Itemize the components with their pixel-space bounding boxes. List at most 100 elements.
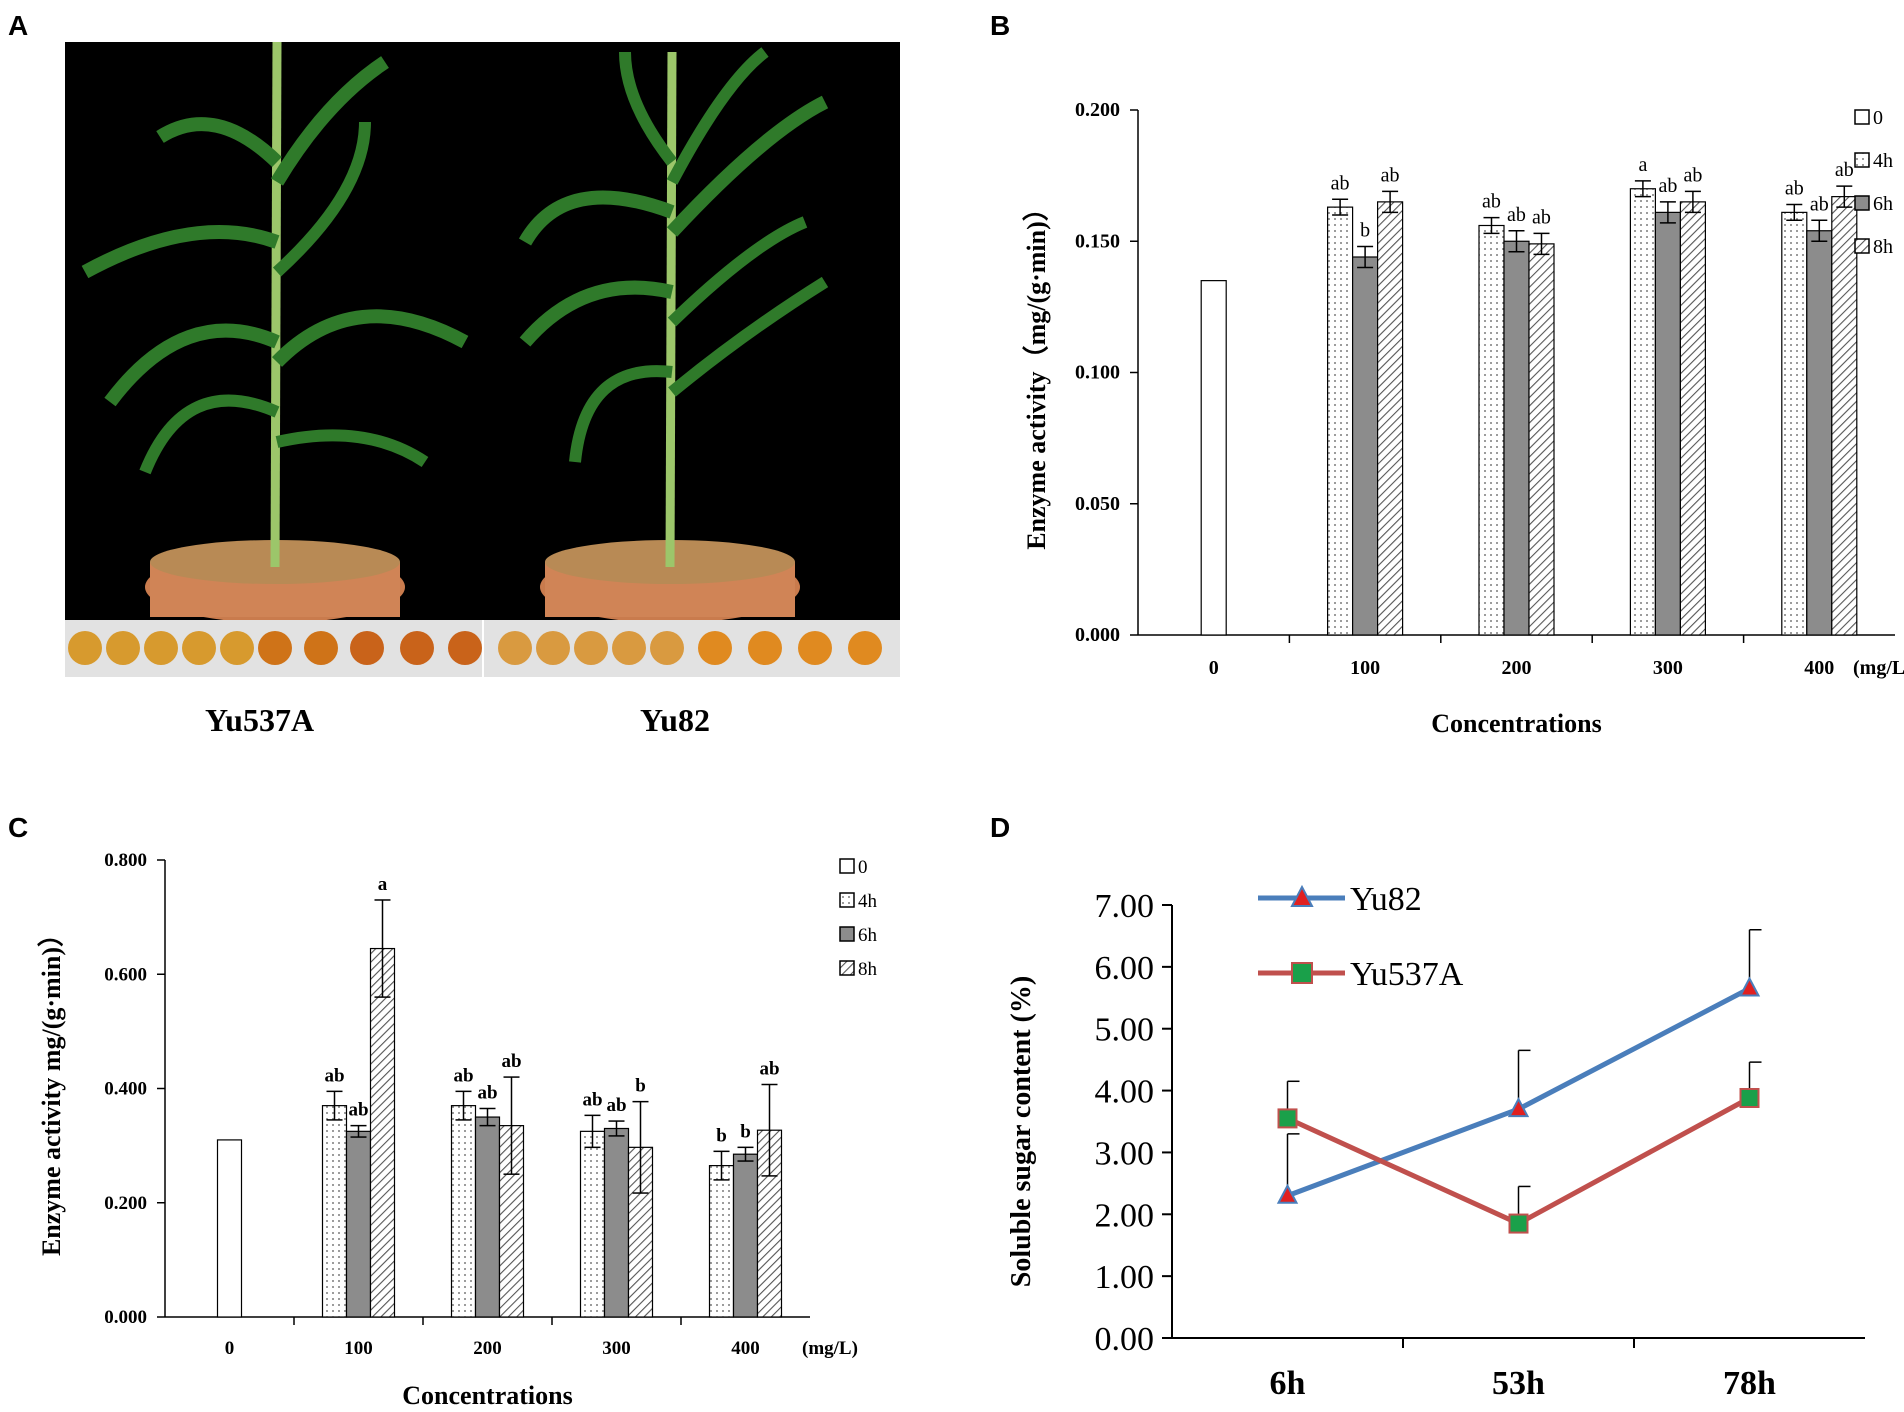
chart-b-bar bbox=[1806, 230, 1833, 636]
chart-b-legend-label: 6h bbox=[1873, 193, 1893, 215]
chart-b-significance-label: b bbox=[1360, 220, 1370, 242]
chart-b-y-tick-label: 0.050 bbox=[1075, 493, 1120, 515]
chart-c-legend-swatch bbox=[839, 926, 855, 942]
chart-d-legend-label: Yu537A bbox=[1350, 956, 1464, 993]
chart-d-x-tick-label: 6h bbox=[1270, 1365, 1306, 1402]
chart-c-legend-label: 4h bbox=[858, 891, 878, 912]
chart-c-bar bbox=[369, 947, 396, 1318]
chart-b-x-tick-label: 100 bbox=[1350, 657, 1380, 679]
chart-c-significance-label: ab bbox=[582, 1089, 602, 1110]
chart-b-legend-swatch bbox=[1854, 195, 1870, 211]
chart-c-x-axis-title: Concentrations bbox=[402, 1381, 572, 1410]
chart-d-legend-label: Yu82 bbox=[1350, 881, 1422, 918]
chart-c-x-tick-label: 100 bbox=[344, 1338, 373, 1359]
chart-b-legend-label: 0 bbox=[1873, 107, 1883, 129]
chart-c-bar bbox=[603, 1127, 630, 1318]
chart-d-x-tick-label: 78h bbox=[1723, 1365, 1776, 1402]
chart-b-legend-swatch bbox=[1854, 152, 1870, 168]
chart-b-unit-label: (mg/L) bbox=[1853, 657, 1904, 679]
panel-label-d: D bbox=[990, 812, 1011, 843]
chart-d-y-tick-label: 5.00 bbox=[1095, 1012, 1155, 1049]
chart-b-bar bbox=[1654, 211, 1682, 636]
chart-c-bar bbox=[708, 1165, 735, 1318]
chart-c-bar bbox=[321, 1105, 348, 1318]
chart-b-significance-label: ab bbox=[1835, 159, 1854, 181]
chart-d-y-tick-label: 1.00 bbox=[1095, 1259, 1155, 1296]
chart-b-legend-swatch bbox=[1854, 238, 1870, 254]
chart-b-significance-label: ab bbox=[1810, 193, 1829, 215]
chart-d-legend-marker bbox=[1291, 962, 1313, 984]
chart-c-y-tick-label: 0.600 bbox=[104, 964, 147, 985]
chart-d-point-yu82 bbox=[1276, 1183, 1299, 1204]
variety-label-yu82: Yu82 bbox=[640, 702, 710, 738]
chart-c-legend-label: 8h bbox=[858, 959, 878, 980]
chart-c-x-tick-label: 300 bbox=[602, 1338, 631, 1359]
chart-c-significance-label: ab bbox=[606, 1095, 626, 1116]
chart-c-significance-label: ab bbox=[477, 1082, 497, 1103]
chart-c-bar bbox=[216, 1139, 243, 1318]
chart-b-bar bbox=[1351, 256, 1379, 636]
chart-b-x-tick-label: 200 bbox=[1502, 657, 1532, 679]
chart-d-y-tick-label: 2.00 bbox=[1095, 1197, 1155, 1234]
chart-c-legend-label: 0 bbox=[858, 857, 868, 878]
chart-d-point-yu82 bbox=[1738, 976, 1761, 997]
chart-b-significance-label: ab bbox=[1482, 191, 1501, 213]
chart-c-x-tick-label: 0 bbox=[225, 1338, 235, 1359]
chart-c-significance-label: ab bbox=[759, 1059, 779, 1080]
chart-b-bar bbox=[1831, 196, 1858, 636]
chart-b-bar bbox=[1376, 201, 1404, 636]
maize-plants-photo bbox=[65, 42, 900, 677]
chart-c-bar bbox=[345, 1130, 372, 1318]
chart-c-significance-label: ab bbox=[453, 1065, 473, 1086]
chart-b-bar bbox=[1629, 188, 1657, 636]
panel-label-c: C bbox=[8, 812, 29, 843]
chart-b-y-axis-title: Enzyme activity（mg/(g·min)） bbox=[1022, 195, 1051, 550]
seed-row bbox=[68, 631, 882, 665]
chart-b-significance-label: ab bbox=[1683, 164, 1702, 186]
chart-b-legend-swatch bbox=[1854, 109, 1870, 125]
chart-b-y-tick-label: 0.200 bbox=[1075, 99, 1120, 121]
chart-b-significance-label: ab bbox=[1381, 164, 1400, 186]
chart-c-legend-swatch bbox=[839, 858, 855, 874]
chart-d-point-yu537a bbox=[1508, 1213, 1529, 1234]
chart-b-significance-label: ab bbox=[1331, 172, 1350, 194]
chart-c-bar bbox=[474, 1116, 501, 1318]
chart-b-x-tick-label: 400 bbox=[1804, 657, 1834, 679]
chart-c-y-tick-label: 0.800 bbox=[104, 850, 147, 871]
chart-d-y-tick-label: 4.00 bbox=[1095, 1074, 1155, 1111]
chart-d-point-yu82 bbox=[1507, 1096, 1530, 1118]
chart-d-y-tick-label: 6.00 bbox=[1095, 950, 1155, 987]
chart-d-point-yu537a bbox=[1277, 1108, 1298, 1129]
chart-b-bar bbox=[1200, 280, 1227, 636]
chart-d-x-tick-label: 53h bbox=[1492, 1365, 1545, 1402]
yu82-plant-illustration bbox=[518, 47, 829, 623]
chart-c-x-tick-label: 400 bbox=[731, 1338, 760, 1359]
chart-c-significance-label: ab bbox=[501, 1051, 521, 1072]
chart-b-legend-label: 4h bbox=[1873, 150, 1893, 172]
chart-c-bar bbox=[579, 1130, 606, 1318]
chart-b-significance-label: ab bbox=[1532, 206, 1551, 228]
chart-b-bar bbox=[1781, 211, 1808, 636]
chart-c-significance-label: b bbox=[740, 1121, 751, 1142]
chart-b-y-tick-label: 0.150 bbox=[1075, 230, 1120, 252]
variety-label-yu537a: Yu537A bbox=[205, 702, 315, 738]
chart-d-legend-marker bbox=[1290, 884, 1314, 907]
panel-label-b: B bbox=[990, 10, 1011, 41]
panel-label-a: A bbox=[8, 10, 29, 41]
chart-b-bar bbox=[1326, 206, 1354, 636]
chart-b-significance-label: ab bbox=[1507, 204, 1526, 226]
chart-c-significance-label: ab bbox=[324, 1065, 344, 1086]
chart-b-y-tick-label: 0.100 bbox=[1075, 362, 1120, 384]
chart-c-legend-swatch bbox=[839, 960, 855, 976]
chart-b-bar bbox=[1503, 240, 1530, 636]
chart-b-significance-label: a bbox=[1638, 154, 1647, 176]
chart-b-x-axis-title: Concentrations bbox=[1431, 709, 1601, 738]
chart-b-bar bbox=[1528, 243, 1555, 636]
chart-d-y-tick-label: 0.00 bbox=[1095, 1321, 1155, 1358]
chart-d-y-tick-label: 3.00 bbox=[1095, 1135, 1155, 1172]
chart-d-point-yu537a bbox=[1739, 1087, 1760, 1108]
chart-c-significance-label: b bbox=[716, 1125, 727, 1146]
chart-b-significance-label: ab bbox=[1785, 178, 1804, 200]
chart-b-y-tick-label: 0.000 bbox=[1075, 624, 1120, 646]
